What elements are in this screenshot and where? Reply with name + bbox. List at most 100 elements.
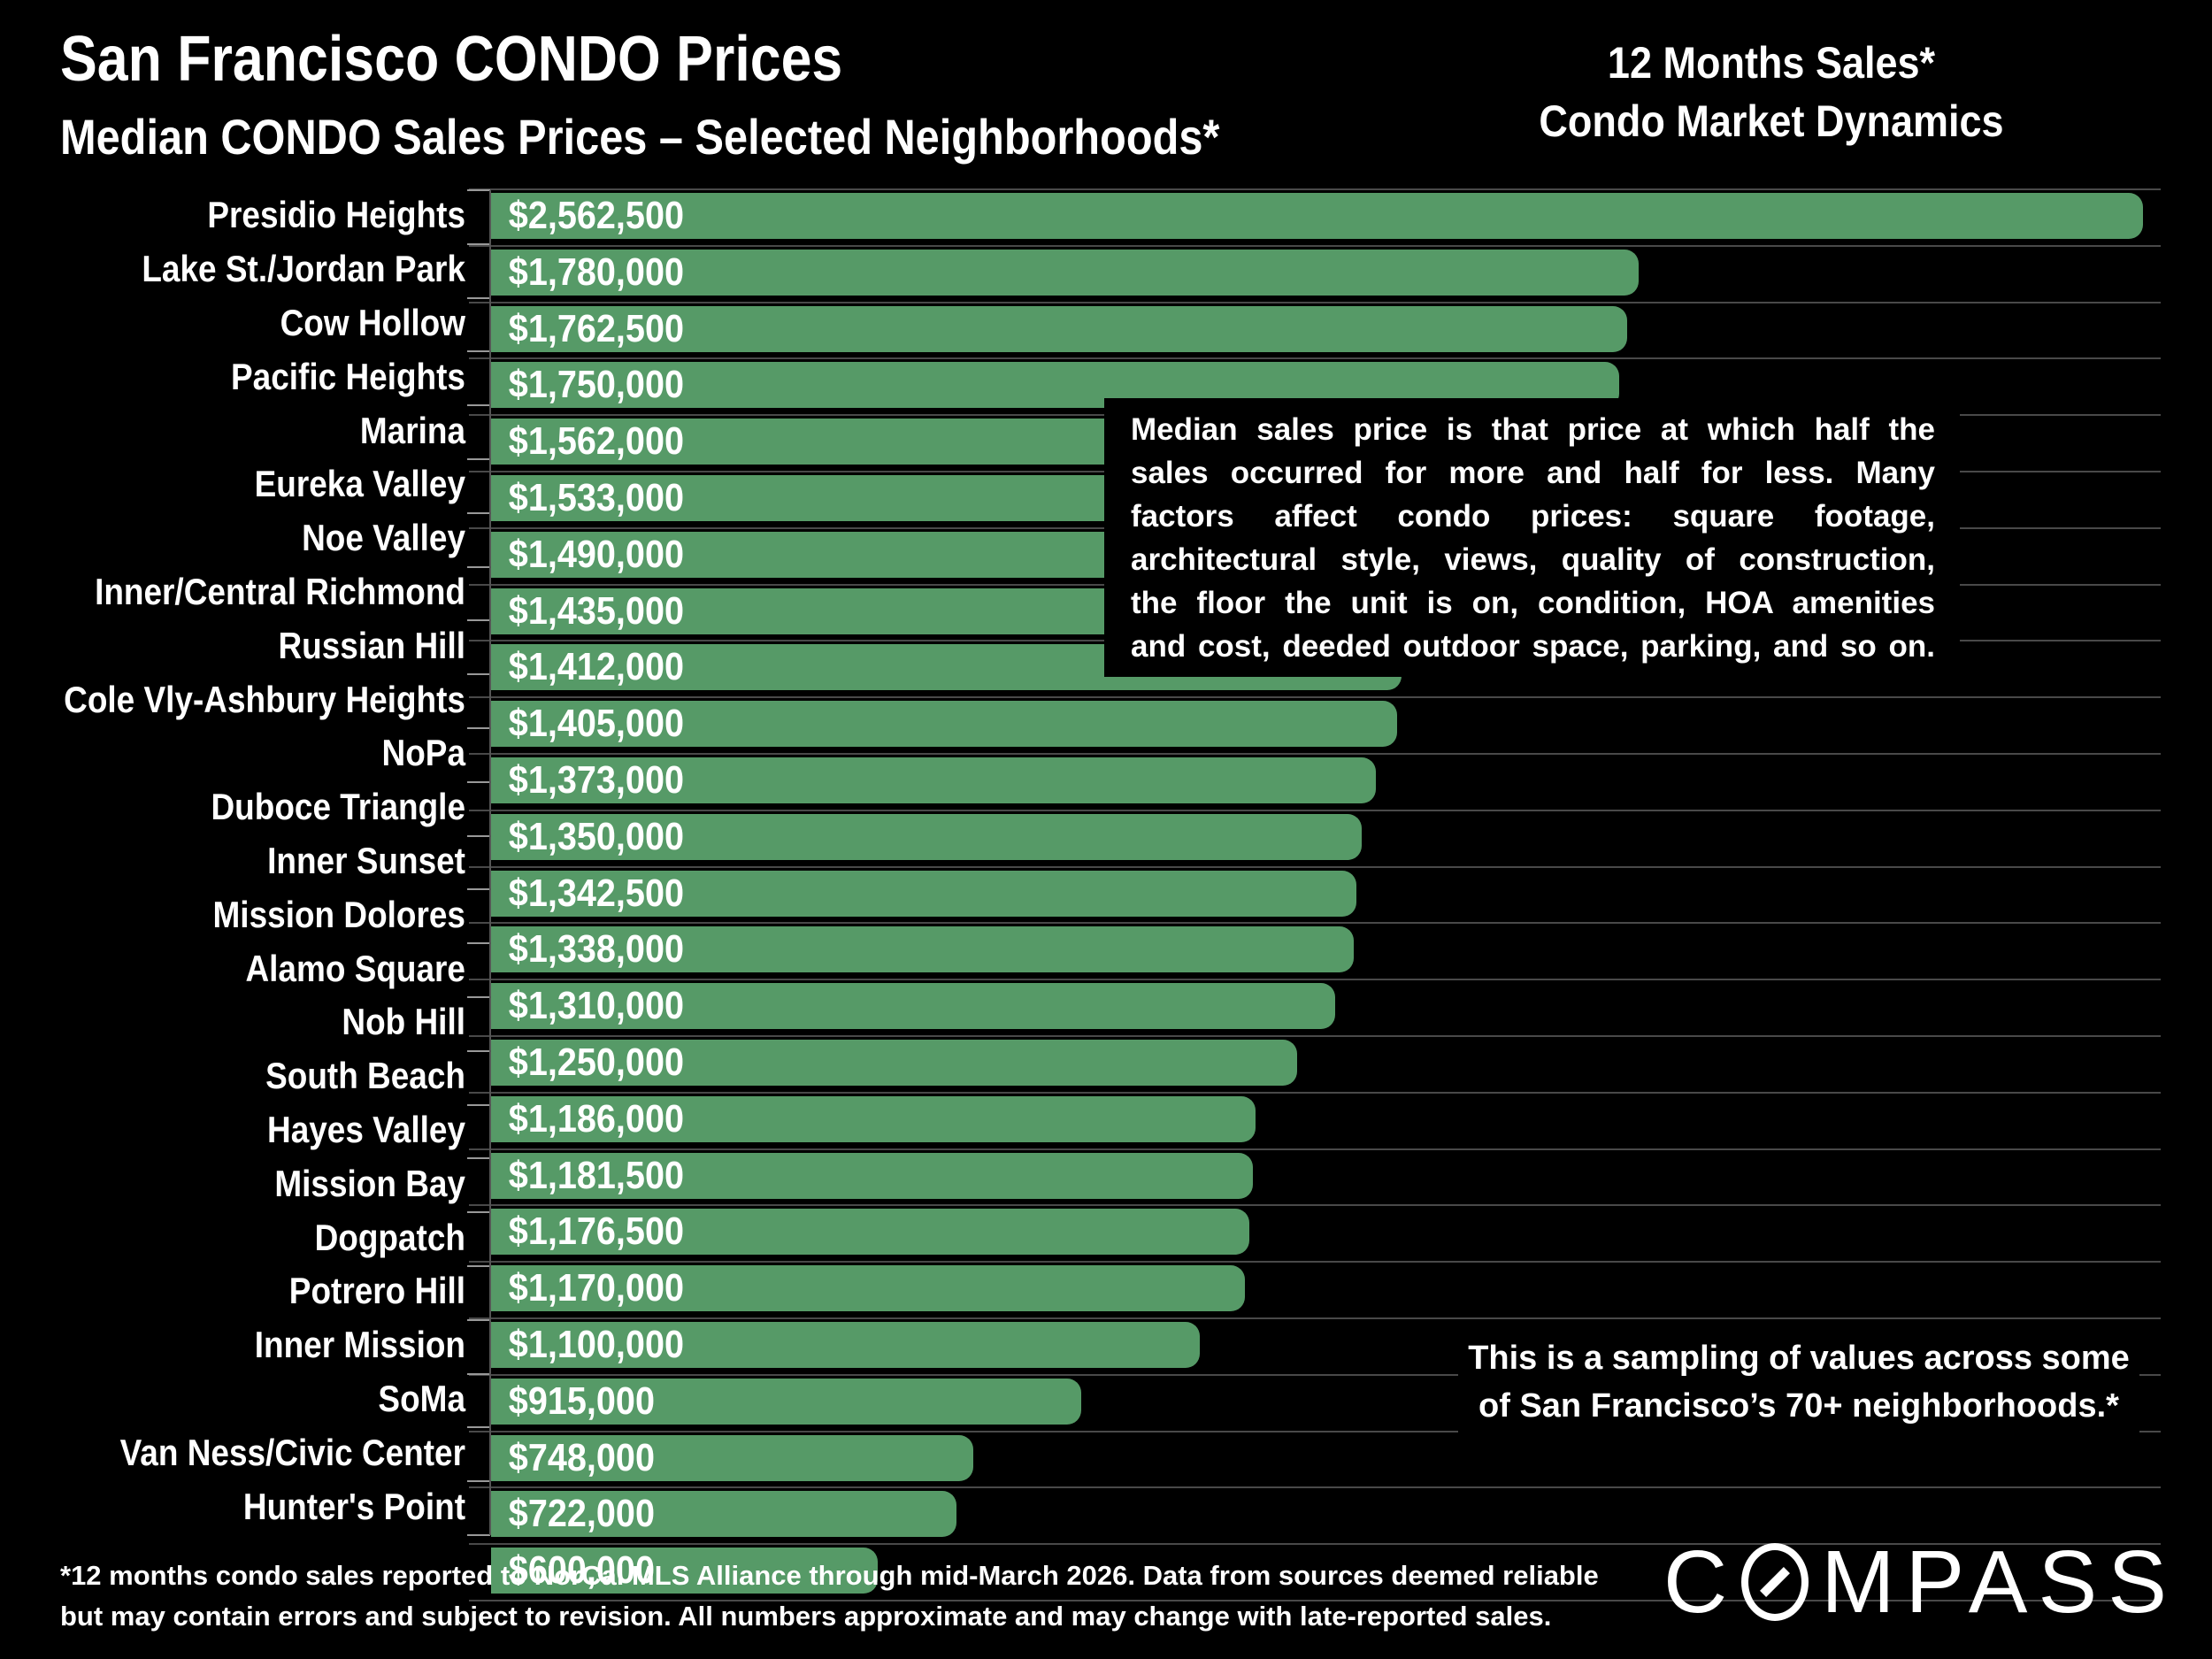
- bar-value: $1,435,000: [508, 588, 684, 633]
- bar-value: $1,350,000: [508, 814, 684, 858]
- bar: $1,170,000: [491, 1265, 1245, 1312]
- category-label: Presidio Heights: [207, 194, 465, 236]
- category-axis-labels: Presidio Heights Lake St./Jordan Park Cow …: [0, 188, 465, 1533]
- bar: $915,000: [491, 1378, 1081, 1425]
- page-title: San Francisco CONDO Prices: [60, 24, 843, 95]
- bar-value: $1,100,000: [508, 1322, 684, 1366]
- category-label: Inner Mission: [254, 1324, 465, 1366]
- sampling-note: This is a sampling of values across some…: [1458, 1325, 2139, 1442]
- logo-text-prefix: C: [1663, 1532, 1739, 1632]
- axis-tick: [467, 296, 490, 299]
- category-label: SoMa: [378, 1377, 465, 1419]
- category-axis-line: [489, 190, 491, 1535]
- bar-value: $1,338,000: [508, 927, 684, 972]
- bar-value: $1,310,000: [508, 984, 684, 1028]
- category-label: Pacific Heights: [231, 355, 465, 397]
- bar: $1,373,000: [491, 757, 1376, 803]
- bar: $1,181,500: [491, 1152, 1253, 1199]
- annotation-line: factors affect condo prices: square foot…: [1131, 499, 1935, 534]
- bar: $1,338,000: [491, 926, 1354, 973]
- axis-tick: [467, 1372, 490, 1375]
- bar: $1,100,000: [491, 1321, 1200, 1368]
- bar-value: $600,000: [508, 1548, 655, 1593]
- axis-tick: [467, 888, 490, 891]
- sampling-note-line: This is a sampling of values across some: [1468, 1340, 2130, 1377]
- axis-tick: [467, 350, 490, 353]
- bar: $1,405,000: [491, 701, 1397, 748]
- annotation-line: the floor the unit is on, condition, HOA…: [1131, 586, 1935, 620]
- bar-value: $1,181,500: [508, 1153, 684, 1197]
- annotation-line: and cost, deeded outdoor space, parking,…: [1131, 629, 1935, 664]
- axis-tick: [467, 834, 490, 837]
- category-label: Mission Bay: [274, 1162, 465, 1204]
- chart-row: $1,338,000: [469, 926, 2161, 981]
- chart-row: $748,000: [469, 1434, 2161, 1489]
- chart-row: $1,310,000: [469, 983, 2161, 1037]
- header-right-line2: Condo Market Dynamics: [1539, 96, 2004, 146]
- bar-value: $1,780,000: [508, 250, 684, 294]
- chart-row: $1,186,000: [469, 1095, 2161, 1150]
- category-label: Russian Hill: [278, 624, 465, 666]
- bar: $722,000: [491, 1491, 956, 1538]
- chart-row: $1,350,000: [469, 813, 2161, 868]
- axis-tick: [467, 1103, 490, 1106]
- category-label: Noe Valley: [302, 517, 465, 559]
- bar: $1,342,500: [491, 870, 1356, 917]
- category-label: Cow Hollow: [280, 301, 465, 343]
- bar: $600,000: [491, 1548, 878, 1594]
- chart-row: $1,780,000: [469, 249, 2161, 303]
- bar: $1,176,500: [491, 1209, 1249, 1256]
- axis-tick: [467, 1480, 490, 1483]
- bar-value: $1,562,000: [508, 419, 684, 464]
- chart-row: $1,250,000: [469, 1039, 2161, 1094]
- category-label: Van Ness/Civic Center: [119, 1431, 465, 1473]
- chart-row: $1,100,000: [469, 1321, 2161, 1376]
- chart-row: $1,405,000: [469, 701, 2161, 755]
- bar: $1,762,500: [491, 305, 1627, 352]
- axis-tick: [467, 404, 490, 407]
- axis-tick: [467, 673, 490, 676]
- category-label: Duboce Triangle: [211, 786, 465, 828]
- bar: $1,250,000: [491, 1039, 1297, 1086]
- bar-value: $2,562,500: [508, 194, 684, 237]
- footnote: *12 months condo sales reported to NorCa…: [60, 1555, 1599, 1637]
- axis-tick: [467, 1049, 490, 1052]
- chart-header-right: 12 Months Sales* Condo Market Dynamics: [1532, 34, 2010, 150]
- category-label: Cole Vly-Ashbury Heights: [64, 678, 465, 720]
- compass-needle: [1760, 1567, 1791, 1597]
- axis-tick: [467, 780, 490, 783]
- axis-tick: [467, 189, 490, 191]
- axis-tick: [467, 1534, 490, 1536]
- chart-row: $1,176,500: [469, 1209, 2161, 1263]
- bar-value: $1,373,000: [508, 757, 684, 802]
- bar-value: $1,186,000: [508, 1096, 684, 1141]
- bar: $2,562,500: [491, 193, 2143, 239]
- bar-value: $1,750,000: [508, 363, 684, 407]
- category-label: Hunter's Point: [242, 1485, 465, 1527]
- bar-value: $1,490,000: [508, 532, 684, 576]
- header-right-line1: 12 Months Sales*: [1607, 38, 1936, 88]
- bar-value: $1,170,000: [508, 1266, 684, 1310]
- category-label: Hayes Valley: [266, 1108, 465, 1150]
- chart-row: $722,000: [469, 1491, 2161, 1546]
- bar-value: $915,000: [508, 1379, 655, 1423]
- axis-tick: [467, 619, 490, 622]
- bar: $1,350,000: [491, 813, 1362, 860]
- category-label: Inner Sunset: [267, 839, 465, 881]
- sampling-note-line: of San Francisco’s 70+ neighborhoods.*: [1479, 1387, 2119, 1425]
- bar: $748,000: [491, 1434, 973, 1481]
- bar-value: $1,412,000: [508, 645, 684, 689]
- chart-row: $1,762,500: [469, 305, 2161, 360]
- axis-tick: [467, 1265, 490, 1267]
- axis-tick: [467, 458, 490, 460]
- category-label: Potrero Hill: [288, 1270, 465, 1312]
- chart-row: $1,170,000: [469, 1265, 2161, 1319]
- bar: $1,780,000: [491, 249, 1639, 296]
- axis-tick: [467, 1211, 490, 1214]
- annotation-line: architectural style, views, quality of c…: [1131, 542, 1935, 577]
- chart-row: $1,342,500: [469, 870, 2161, 925]
- axis-tick: [467, 565, 490, 568]
- bar-value: $748,000: [508, 1435, 655, 1479]
- axis-tick: [467, 942, 490, 945]
